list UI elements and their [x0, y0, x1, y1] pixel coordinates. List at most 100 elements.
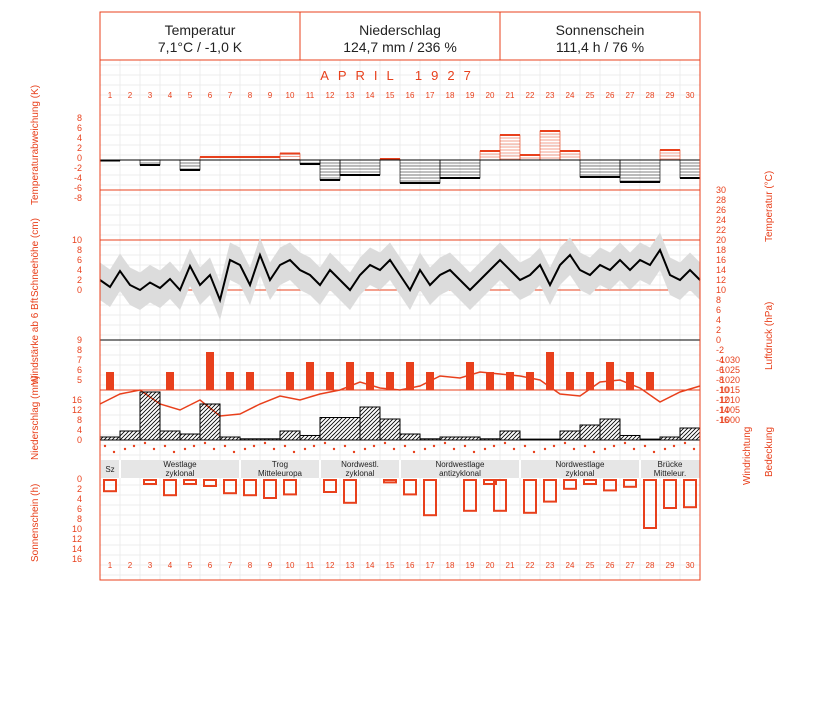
wind-bar: [586, 372, 594, 390]
wind-direction-dot: [243, 447, 247, 451]
precip-bar: [399, 433, 421, 441]
wind-direction-dot: [303, 447, 307, 451]
wind-direction-dot: [483, 447, 487, 451]
cloud-cover-dot: [292, 450, 296, 454]
precip-bar: [319, 417, 361, 441]
header-sunshine-title: Sonnenschein: [555, 22, 645, 38]
day-label-top: 30: [686, 91, 695, 100]
day-label-top: 19: [466, 91, 475, 100]
sunshine-bar: [563, 479, 577, 490]
day-label-bottom: 4: [168, 561, 173, 570]
wind-direction-dot: [163, 444, 167, 448]
wind-bar: [306, 362, 314, 390]
day-label-top: 21: [506, 91, 515, 100]
tick-temp-anomaly: 4: [77, 133, 82, 143]
day-label-top: 17: [426, 91, 435, 100]
weather-type-label: zyklonal: [166, 469, 195, 478]
precip-bar: [199, 403, 221, 441]
wind-bar: [606, 362, 614, 390]
cloud-cover-dot: [692, 447, 696, 451]
precip-bar: [619, 435, 641, 441]
tick-temperature: -16: [716, 415, 729, 425]
precip-bar: [499, 430, 521, 441]
weather-type-label: Mitteleuropa: [258, 469, 303, 478]
day-label-top: 7: [228, 91, 233, 100]
sunshine-bar: [143, 479, 157, 485]
day-label-bottom: 9: [268, 561, 273, 570]
tick-snow: 6: [77, 255, 82, 265]
sunshine-bar: [463, 479, 477, 512]
day-label-top: 22: [526, 91, 535, 100]
weather-type-label: zyklonal: [346, 469, 375, 478]
sunshine-bar: [683, 479, 697, 509]
tick-temperature: 30: [716, 185, 726, 195]
day-label-top: 6: [208, 91, 213, 100]
tick-temperature: 4: [716, 315, 721, 325]
tick-sunshine: 14: [72, 544, 82, 554]
tick-temperature: 8: [716, 295, 721, 305]
wind-direction-dot: [343, 444, 347, 448]
wind-direction-dot: [423, 447, 427, 451]
tick-temperature: -14: [716, 405, 729, 415]
day-label-bottom: 8: [248, 561, 253, 570]
chart-frame: [99, 11, 701, 581]
day-label-top: 27: [626, 91, 635, 100]
day-label-bottom: 29: [666, 561, 675, 570]
precip-bar: [359, 406, 381, 441]
day-label-top: 24: [566, 91, 575, 100]
day-label-top: 16: [406, 91, 415, 100]
day-label-bottom: 22: [526, 561, 535, 570]
day-label-top: 20: [486, 91, 495, 100]
sunshine-bar: [663, 479, 677, 509]
sunshine-bar: [623, 479, 637, 488]
tick-temperature: -10: [716, 385, 729, 395]
tick-temperature: 20: [716, 235, 726, 245]
precip-bar: [99, 436, 121, 441]
tick-temperature: 12: [716, 275, 726, 285]
cloud-cover-dot: [152, 447, 156, 451]
wind-bar: [346, 362, 354, 390]
precip-bar: [419, 438, 441, 441]
wind-direction-dot: [643, 444, 647, 448]
cloud-cover-dot: [212, 447, 216, 451]
wind-bar: [646, 372, 654, 390]
weather-type-label: Nordwestlage: [436, 460, 485, 469]
sunshine-bar: [263, 479, 277, 499]
tick-temp-anomaly: -6: [74, 183, 82, 193]
tick-wind: 9: [77, 335, 82, 345]
day-label-bottom: 5: [188, 561, 193, 570]
weather-type-label: Brücke: [658, 460, 683, 469]
precip-bar: [139, 391, 161, 441]
wind-direction-dot: [603, 447, 607, 451]
tick-pressure: 1025: [720, 365, 740, 375]
wind-bar: [546, 352, 554, 390]
precip-bar: [579, 424, 601, 441]
sunshine-bar: [403, 479, 417, 496]
axis-label-wind-direction: Windrichtung: [742, 426, 753, 485]
precip-bar: [239, 438, 281, 441]
sunshine-bar: [603, 479, 617, 492]
day-label-top: 2: [128, 91, 133, 100]
tick-snow: 8: [77, 245, 82, 255]
wind-bar: [406, 362, 414, 390]
tick-pressure: 1010: [720, 395, 740, 405]
header-precipitation-title: Niederschlag: [359, 22, 441, 38]
cloud-cover-dot: [252, 444, 256, 448]
tick-temp-anomaly: 8: [77, 113, 82, 123]
tick-temperature: 10: [716, 285, 726, 295]
tick-sunshine: 10: [72, 524, 82, 534]
wind-bar: [246, 372, 254, 390]
month-title: APRIL 1927: [320, 68, 480, 83]
tick-pressure: 1000: [720, 415, 740, 425]
wind-bar: [206, 352, 214, 390]
weather-type-label: Westlage: [163, 460, 197, 469]
header-temperature-title: Temperatur: [164, 22, 236, 38]
day-label-top: 18: [446, 91, 455, 100]
cloud-cover-dot: [512, 447, 516, 451]
tick-temperature: -6: [716, 365, 724, 375]
cloud-cover-dot: [572, 447, 576, 451]
tick-temperature: 16: [716, 255, 726, 265]
wind-bar: [106, 372, 114, 390]
wind-direction-dot: [363, 447, 367, 451]
